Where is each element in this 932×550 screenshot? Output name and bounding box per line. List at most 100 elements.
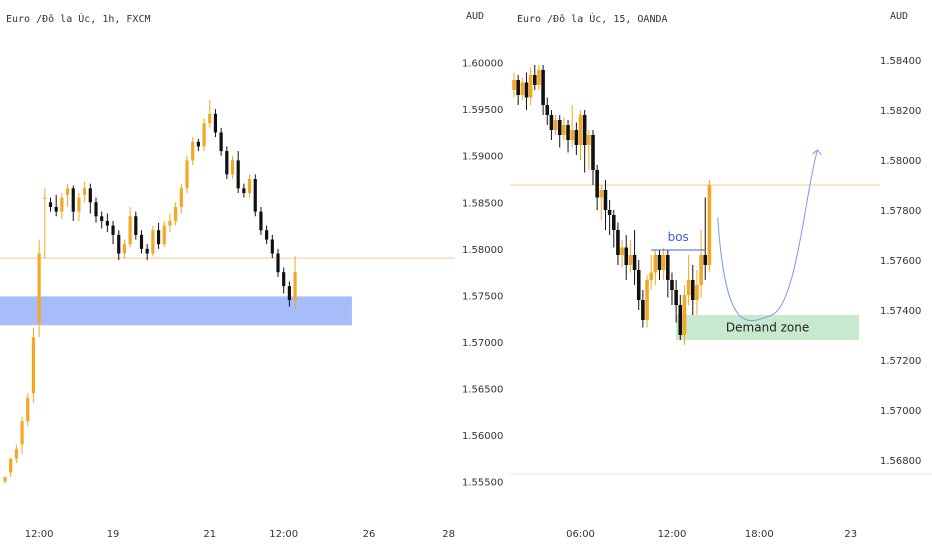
right-candle-body xyxy=(690,280,695,300)
left-candle-body xyxy=(225,151,229,175)
left-candle-body xyxy=(134,216,138,235)
right-candle-body xyxy=(599,190,604,198)
right-candle-body xyxy=(653,255,658,273)
left-candle-body xyxy=(26,397,30,422)
right-y-tick-label: 1.56800 xyxy=(880,456,921,467)
left-candle-body xyxy=(196,141,200,147)
right-y-axis: 1.58400 1.58200 1.58000 1.57800 1.57600 1.574… xyxy=(880,56,921,467)
left-candle-body xyxy=(14,449,18,459)
left-candle-body xyxy=(202,123,206,147)
left-candle-body xyxy=(270,239,274,254)
right-candle-body xyxy=(587,135,591,145)
left-candle-body xyxy=(9,458,13,473)
right-candle-body xyxy=(578,115,583,145)
left-candle-body xyxy=(48,202,53,207)
left-x-tick-label: 12:00 xyxy=(269,529,298,540)
left-x-tick-label: 19 xyxy=(107,529,120,540)
left-candle-body xyxy=(37,253,41,324)
left-y-tick-label: 1.58500 xyxy=(462,198,503,209)
left-candle-body xyxy=(117,234,121,254)
demand-zone xyxy=(676,315,860,340)
right-candle-body xyxy=(545,105,550,115)
left-candle-body xyxy=(265,230,269,240)
left-candle-body xyxy=(111,225,115,235)
left-candle-body xyxy=(60,197,64,212)
left-candle-body xyxy=(162,225,166,245)
right-candle-body xyxy=(532,75,537,85)
right-candle-body xyxy=(616,230,620,255)
right-candle-body xyxy=(628,255,633,265)
right-zone-layer: Demand zone xyxy=(676,315,860,340)
right-candle-body xyxy=(661,255,666,270)
left-zone-layer xyxy=(0,296,352,326)
left-candle-body xyxy=(242,188,246,193)
right-candle-body xyxy=(553,120,558,130)
right-x-axis: 06:00 12:00 18:00 23 xyxy=(566,529,857,540)
left-candle-body xyxy=(145,248,149,254)
left-x-axis: 12:00 19 21 12:00 26 28 xyxy=(25,529,455,540)
left-candle-body xyxy=(191,141,195,161)
right-candle-body xyxy=(703,255,708,265)
right-x-tick-label: 06:00 xyxy=(566,529,595,540)
left-candle-body xyxy=(213,113,218,133)
left-y-tick-label: 1.59500 xyxy=(462,105,503,116)
right-candle-body xyxy=(699,255,703,285)
right-candle-body xyxy=(528,75,533,98)
right-candle-body xyxy=(632,255,637,270)
left-candle-body xyxy=(71,188,75,212)
left-candle-body xyxy=(293,272,297,301)
right-candle-body xyxy=(620,247,624,255)
right-candle-body xyxy=(570,130,575,140)
left-candle-body xyxy=(185,160,189,189)
left-candle-body xyxy=(139,234,144,249)
right-candle-body xyxy=(645,280,649,320)
left-y-tick-label: 1.60000 xyxy=(462,59,503,70)
right-candle-body xyxy=(537,70,541,85)
right-y-tick-label: 1.57400 xyxy=(880,306,921,317)
left-candle-body xyxy=(77,197,81,212)
right-candle-body xyxy=(624,247,629,265)
left-supply-zone xyxy=(0,296,352,326)
right-chart-panel: Euro /Đô la Úc, 15, OANDA AUD Demand zon… xyxy=(510,11,932,540)
right-candle-body xyxy=(557,120,562,135)
right-candles-layer xyxy=(512,65,712,345)
left-candle-body xyxy=(236,160,240,189)
left-y-tick-label: 1.58000 xyxy=(462,245,503,256)
left-y-tick-label: 1.59000 xyxy=(462,152,503,163)
right-candle-body xyxy=(582,115,587,145)
right-candle-body xyxy=(607,210,612,215)
right-y-tick-label: 1.58200 xyxy=(880,106,921,117)
right-candle-body xyxy=(682,295,687,335)
left-candle-body xyxy=(31,337,36,394)
right-candle-body xyxy=(657,255,662,270)
left-candle-body xyxy=(179,188,183,207)
right-candle-body xyxy=(595,170,599,198)
right-x-tick-label: 18:00 xyxy=(745,529,774,540)
right-y-tick-label: 1.57800 xyxy=(880,206,921,217)
right-candle-body xyxy=(549,115,554,130)
right-candle-body xyxy=(666,255,670,280)
left-chart-title: Euro /Đô la Úc, 1h, FXCM xyxy=(6,12,151,25)
left-candle-body xyxy=(156,230,161,245)
left-candle-body xyxy=(230,160,235,175)
left-candle-body xyxy=(168,220,172,226)
right-y-tick-label: 1.57000 xyxy=(880,406,921,417)
right-candle-body xyxy=(562,125,566,135)
right-y-tick-label: 1.58400 xyxy=(880,56,921,67)
right-candle-body xyxy=(670,280,674,290)
left-y-axis: 1.60000 1.59500 1.59000 1.58500 1.58000 1.575… xyxy=(462,59,503,489)
left-candle-body xyxy=(88,188,92,203)
right-candle-body xyxy=(641,300,645,320)
right-candle-body xyxy=(611,215,616,230)
right-candle-body xyxy=(566,125,570,140)
left-candle-body xyxy=(54,206,58,212)
right-y-tick-label: 1.57200 xyxy=(880,356,921,367)
right-candle-body xyxy=(678,305,683,335)
left-candle-body xyxy=(247,179,252,193)
left-y-tick-label: 1.56000 xyxy=(462,431,503,442)
right-candle-body xyxy=(686,280,691,295)
left-candle-body xyxy=(122,244,127,254)
left-y-tick-label: 1.56500 xyxy=(462,385,503,396)
